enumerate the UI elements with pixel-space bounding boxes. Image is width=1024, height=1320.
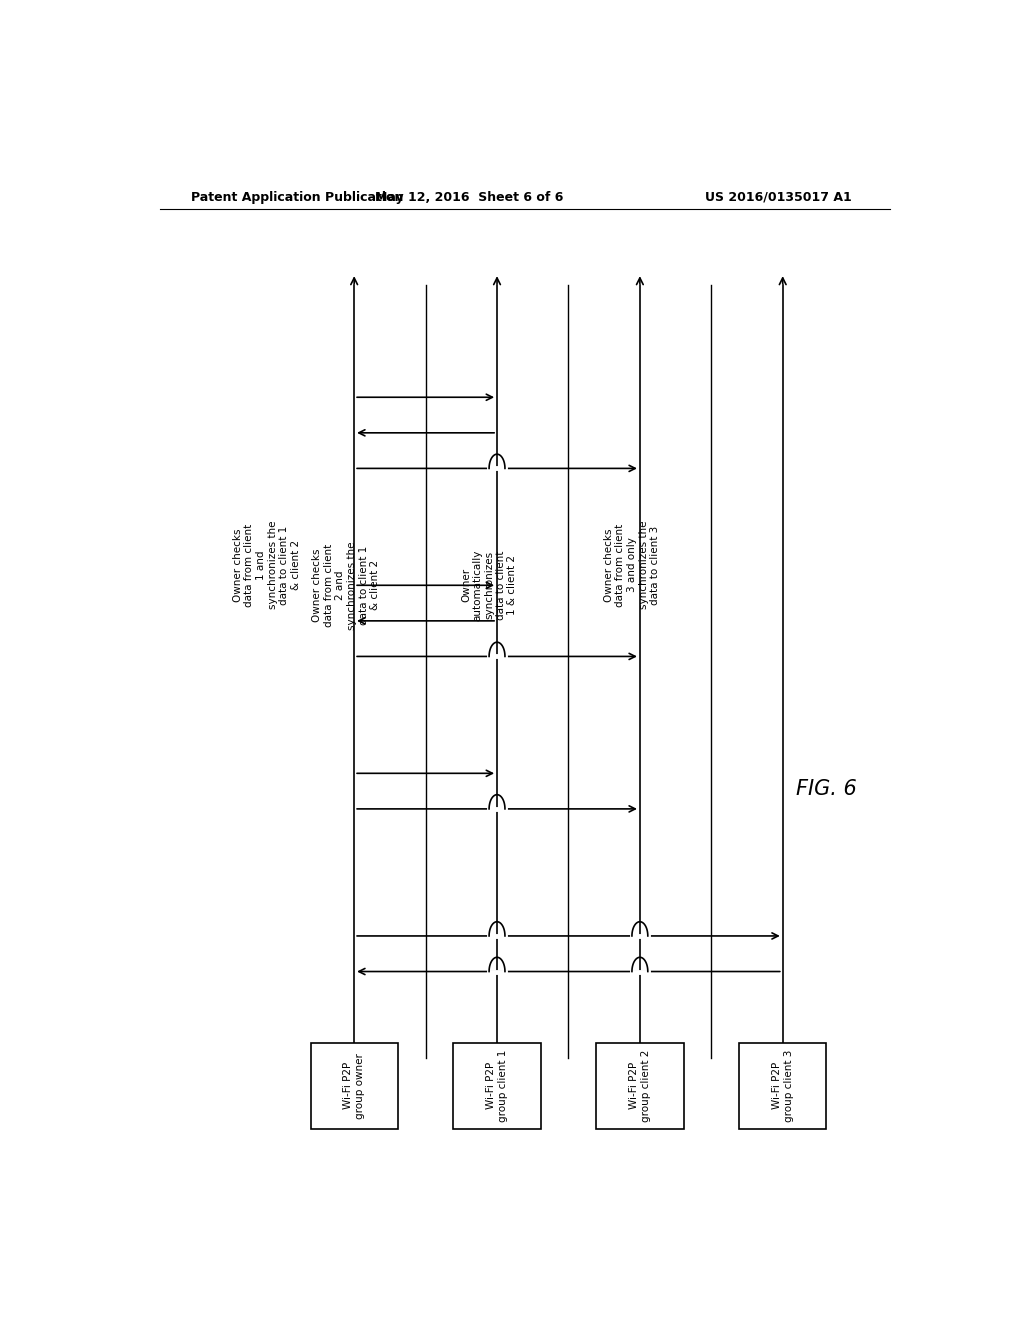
Text: Owner checks
data from client
3 and only
synchronizes the
data to client 3: Owner checks data from client 3 and only… [604,520,660,610]
Text: Wi-Fi P2P
group client 3: Wi-Fi P2P group client 3 [772,1049,794,1122]
Text: FIG. 6: FIG. 6 [796,779,857,799]
FancyBboxPatch shape [596,1043,684,1129]
Text: Owner checks
data from client
1 and
synchronizes the
data to client 1
& client 2: Owner checks data from client 1 and sync… [232,520,301,610]
Text: Patent Application Publication: Patent Application Publication [191,190,403,203]
FancyBboxPatch shape [310,1043,397,1129]
Text: May 12, 2016  Sheet 6 of 6: May 12, 2016 Sheet 6 of 6 [375,190,563,203]
Text: Wi-Fi P2P
group client 2: Wi-Fi P2P group client 2 [629,1049,650,1122]
Text: US 2016/0135017 A1: US 2016/0135017 A1 [706,190,852,203]
Text: Wi-Fi P2P
group owner: Wi-Fi P2P group owner [343,1053,365,1119]
Text: Wi-Fi P2P
group client 1: Wi-Fi P2P group client 1 [486,1049,508,1122]
Text: Owner checks
data from client
2 and
synchronizes the
data to client 1
& client 2: Owner checks data from client 2 and sync… [312,541,380,630]
Text: Owner
automatically
synchronizes
data to client
1 & client 2: Owner automatically synchronizes data to… [461,549,517,620]
FancyBboxPatch shape [739,1043,826,1129]
FancyBboxPatch shape [454,1043,541,1129]
